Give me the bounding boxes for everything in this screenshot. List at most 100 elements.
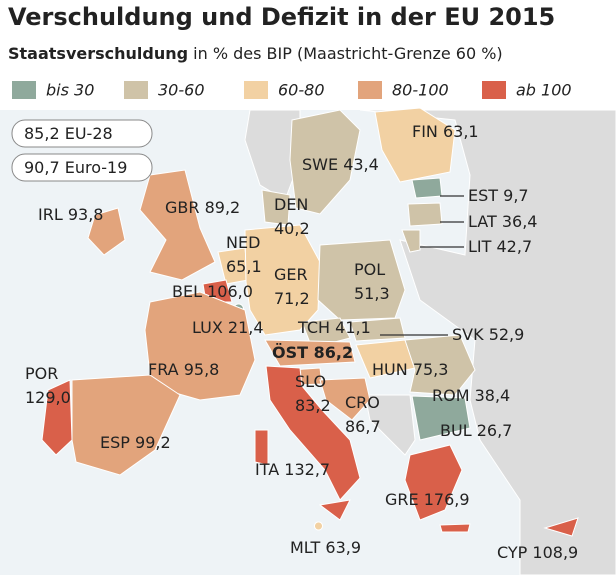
- country-name: ESP: [100, 433, 130, 452]
- country-value: 95,8: [184, 360, 220, 379]
- legend-label: 30-60: [158, 81, 205, 100]
- summary-box: [11, 153, 153, 182]
- country-name: ITA: [255, 460, 279, 479]
- country-value: 93,8: [68, 205, 104, 224]
- country-label: HUN 75,3: [372, 360, 448, 379]
- country-value: 83,2: [295, 396, 331, 415]
- country-name: CYP: [497, 543, 528, 562]
- country-name: GBR: [165, 198, 200, 217]
- country-label: POL 51,3: [354, 260, 390, 303]
- summary-value: 90,7: [24, 158, 60, 177]
- country-region: [319, 377, 371, 421]
- country-label: GER 71,2: [274, 265, 310, 308]
- country-value: 129,0: [25, 388, 71, 407]
- country-label: BUL 26,7: [440, 421, 512, 440]
- country-value: 63,9: [325, 538, 361, 557]
- country-value: 9,7: [503, 186, 528, 205]
- country-label: CRO 86,7: [345, 393, 381, 436]
- country-label: SLO 83,2: [295, 372, 331, 415]
- summary-box: [11, 119, 153, 148]
- legend-label: 80-100: [392, 81, 449, 100]
- country-value: 176,9: [424, 490, 470, 509]
- country-name: IRL: [38, 205, 63, 224]
- subtitle: Staatsverschuldung in % des BIP (Maastri…: [8, 44, 503, 63]
- country-value: 41,1: [335, 318, 371, 337]
- country-label: GRE 176,9: [385, 490, 470, 509]
- country-region: [404, 334, 476, 396]
- country-label: IRL 93,8: [38, 205, 103, 224]
- country-label: ESP 99,2: [100, 433, 171, 452]
- country-value: 42,7: [497, 237, 533, 256]
- country-name: SVK: [452, 325, 484, 344]
- country-value: 36,4: [502, 212, 538, 231]
- country-value: 75,3: [413, 360, 449, 379]
- country-region: [144, 291, 256, 401]
- summary-label: Euro-19: [65, 158, 128, 177]
- country-name: HUN: [372, 360, 408, 379]
- country-region: [289, 109, 361, 215]
- legend-swatch: [358, 81, 382, 99]
- country-label: BEL 106,0: [172, 282, 253, 301]
- country-name: LUX: [192, 318, 223, 337]
- country-name: NED: [226, 233, 260, 252]
- country-region: [411, 395, 471, 441]
- country-name: CRO: [345, 393, 380, 412]
- country-value: 52,9: [489, 325, 525, 344]
- legend-swatch: [244, 81, 268, 99]
- legend-label: 60-80: [278, 81, 325, 100]
- country-label: SWE 43,4: [302, 155, 379, 174]
- country-value: 108,9: [532, 543, 578, 562]
- title: Verschuldung und Defizit in der EU 2015: [8, 3, 555, 31]
- country-name: LIT: [468, 237, 492, 256]
- country-value: 63,1: [443, 122, 479, 141]
- subtitle-bold: Staatsverschuldung: [8, 44, 188, 63]
- country-region: [543, 517, 579, 537]
- country-value: 40,2: [274, 219, 310, 238]
- country-value: 86,2: [314, 343, 353, 362]
- legend-swatch: [124, 81, 148, 99]
- country-region: [139, 169, 216, 281]
- country-name: GER: [274, 265, 308, 284]
- summary-label: EU-28: [65, 124, 113, 143]
- country-name: ROM: [432, 386, 470, 405]
- country-value: 21,4: [228, 318, 264, 337]
- legend-label: ab 100: [516, 81, 572, 100]
- country-name: LAT: [468, 212, 497, 231]
- country-value: 43,4: [343, 155, 379, 174]
- country-region: [401, 229, 421, 253]
- country-region: [411, 177, 443, 199]
- country-region: [314, 521, 323, 531]
- country-label: NED 65,1: [226, 233, 262, 276]
- country-region: [407, 202, 443, 227]
- legend-label: bis 30: [46, 81, 94, 100]
- country-name: DEN: [274, 195, 308, 214]
- country-value: 51,3: [354, 284, 390, 303]
- country-label: FIN 63,1: [412, 122, 479, 141]
- country-region: [264, 339, 356, 367]
- country-name: SLO: [295, 372, 326, 391]
- country-label: SVK 52,9: [452, 325, 524, 344]
- country-name: MLT: [290, 538, 321, 557]
- country-label: CYP 108,9: [497, 543, 578, 562]
- country-label: TCH 41,1: [297, 318, 371, 337]
- subtitle-rest: in % des BIP (Maastricht-Grenze 60 %): [193, 44, 503, 63]
- country-value: 86,7: [345, 417, 381, 436]
- country-label: GBR 89,2: [165, 198, 240, 217]
- country-label: LIT 42,7: [468, 237, 532, 256]
- country-label: FRA 95,8: [148, 360, 219, 379]
- country-name: BEL: [172, 282, 202, 301]
- country-value: 132,7: [284, 460, 330, 479]
- country-region: [317, 239, 406, 321]
- summary-value: 85,2: [24, 124, 60, 143]
- country-value: 106,0: [207, 282, 253, 301]
- country-label: LUX 21,4: [192, 318, 264, 337]
- country-name: POL: [354, 260, 385, 279]
- country-name: POR: [25, 364, 58, 383]
- country-name: TCH: [297, 318, 330, 337]
- country-name: GRE: [385, 490, 419, 509]
- country-label: ITA 132,7: [255, 460, 330, 479]
- country-label: MLT 63,9: [290, 538, 361, 557]
- country-region: [244, 224, 321, 336]
- country-value: 26,7: [477, 421, 513, 440]
